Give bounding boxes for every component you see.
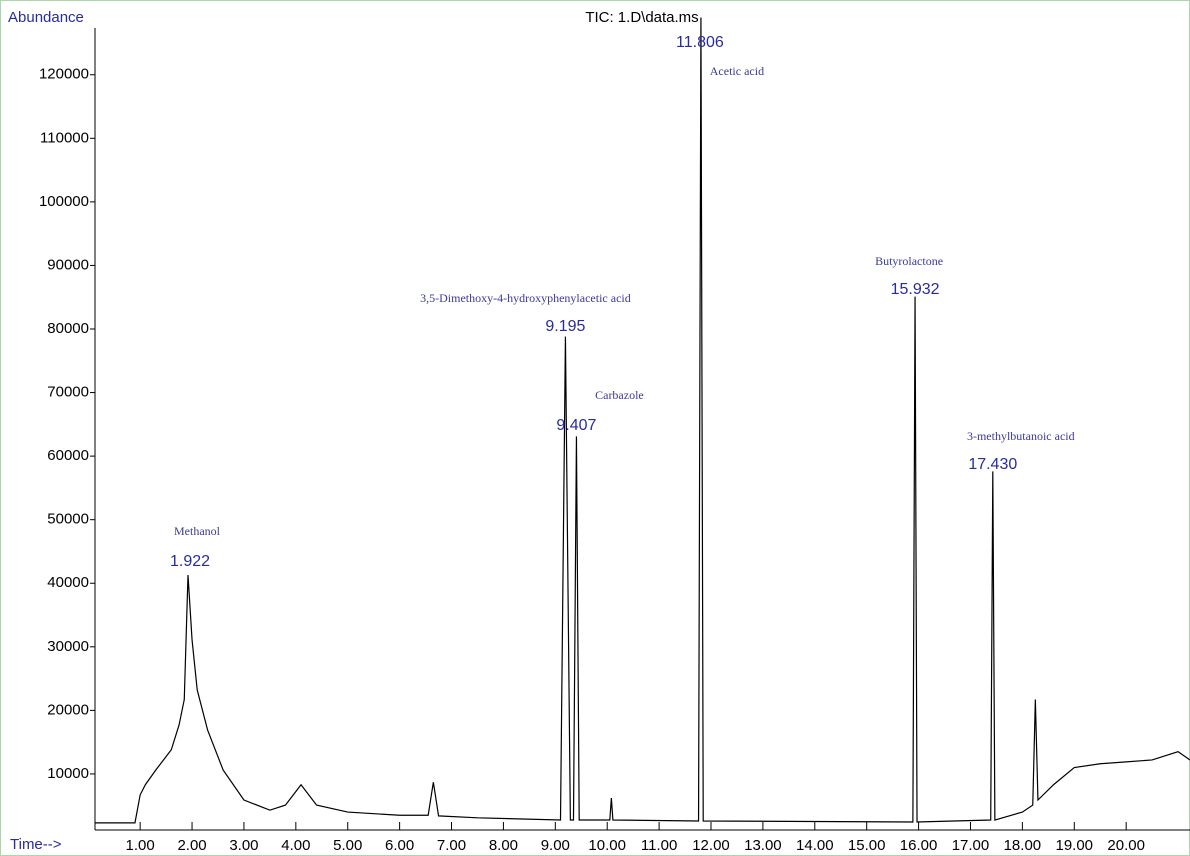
y-tick-label: 20000 <box>47 701 89 718</box>
y-tick-label: 60000 <box>47 447 89 464</box>
peak-retention-time: 1.922 <box>170 553 210 570</box>
x-tick-label: 15.00 <box>848 837 886 854</box>
y-tick-label: 120000 <box>39 66 89 83</box>
chart-title: TIC: 1.D\data.ms <box>585 9 698 26</box>
peak-name: Acetic acid <box>710 64 764 78</box>
peak-retention-time: 17.430 <box>968 456 1017 473</box>
x-tick-label: 19.00 <box>1055 837 1093 854</box>
y-tick-label: 90000 <box>47 256 89 273</box>
x-tick-label: 2.00 <box>177 837 206 854</box>
x-tick-label: 1.00 <box>126 837 155 854</box>
x-tick-label: 11.00 <box>641 837 677 854</box>
x-tick-label: 12.00 <box>692 837 730 854</box>
peak-retention-time: 9.195 <box>545 318 585 335</box>
x-axis-label: Time--> <box>10 836 62 853</box>
y-tick-label: 10000 <box>47 765 89 782</box>
y-tick-label: 100000 <box>39 193 89 210</box>
peak-name: Butyrolactone <box>875 254 943 268</box>
trace-line <box>95 17 1190 824</box>
x-tick-label: 8.00 <box>489 837 518 854</box>
y-tick-label: 110000 <box>40 129 89 146</box>
x-tick-label: 9.00 <box>541 837 570 854</box>
peak-name: Carbazole <box>595 388 644 402</box>
x-tick-label: 4.00 <box>281 837 310 854</box>
peak-name: 3-methylbutanoic acid <box>967 429 1075 443</box>
x-tick-label: 14.00 <box>796 837 834 854</box>
x-tick-label: 5.00 <box>333 837 362 854</box>
x-tick-label: 13.00 <box>744 837 782 854</box>
peak-retention-time: 9.407 <box>556 417 596 434</box>
x-tick-label: 7.00 <box>437 837 466 854</box>
y-axis-label: Abundance <box>8 9 84 26</box>
y-tick-label: 80000 <box>47 320 89 337</box>
peak-retention-time: 11.806 <box>676 34 724 51</box>
x-tick-label: 20.00 <box>1107 837 1145 854</box>
x-tick-label: 3.00 <box>229 837 258 854</box>
y-tick-label: 40000 <box>47 574 89 591</box>
x-tick-label: 16.00 <box>900 837 938 854</box>
x-tick-label: 6.00 <box>385 837 414 854</box>
x-tick-label: 18.00 <box>1004 837 1042 854</box>
y-tick-label: 30000 <box>47 638 89 655</box>
peak-retention-time: 15.932 <box>891 281 940 298</box>
peak-name: 3,5-Dimethoxy-4-hydroxyphenylacetic acid <box>420 291 631 305</box>
y-tick-label: 50000 <box>47 511 89 528</box>
y-tick-label: 70000 <box>47 384 89 401</box>
x-tick-label: 10.00 <box>588 837 626 854</box>
x-tick-label: 17.00 <box>952 837 990 854</box>
peak-name: Methanol <box>174 524 221 538</box>
